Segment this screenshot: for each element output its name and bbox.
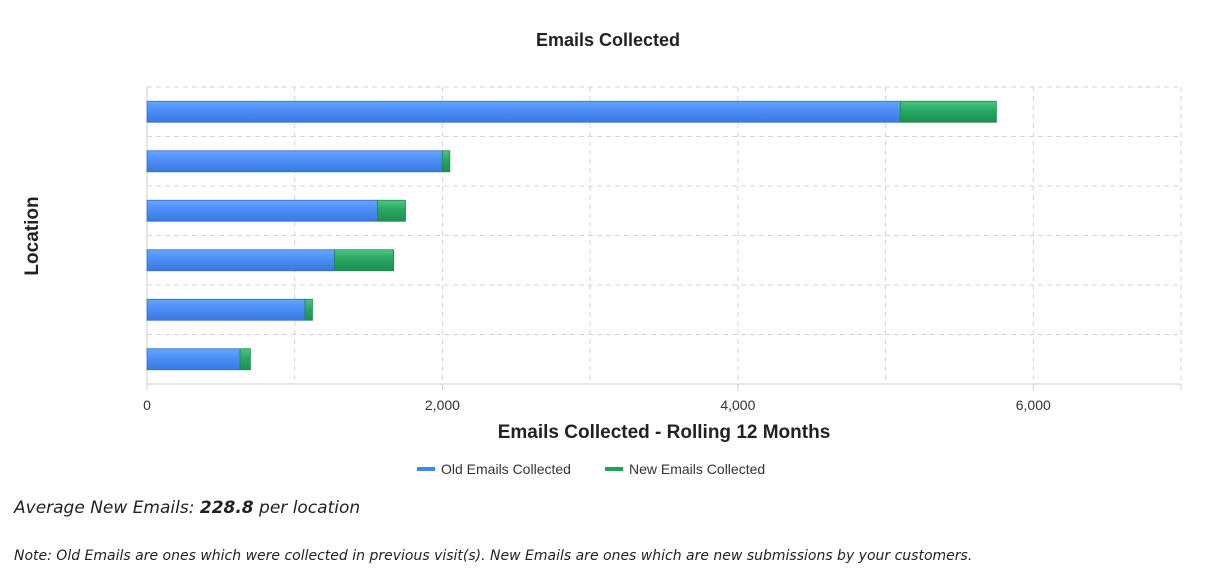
- bar-old-emails[interactable]: [146, 298, 306, 321]
- average-prefix: Average New Emails:: [14, 498, 200, 518]
- bar-old-emails[interactable]: [146, 348, 241, 371]
- x-axis-title: Emails Collected - Rolling 12 Months: [498, 422, 831, 443]
- bars: [146, 100, 997, 371]
- bar-new-emails[interactable]: [334, 249, 395, 272]
- bar-new-emails[interactable]: [442, 150, 451, 173]
- average-value: 228.8: [199, 498, 254, 518]
- bar-new-emails[interactable]: [899, 100, 997, 123]
- x-tick-label: 2,000: [425, 397, 460, 413]
- bar-old-emails[interactable]: [146, 100, 901, 123]
- x-tick-label: 0: [143, 397, 151, 413]
- legend[interactable]: Old Emails Collected New Emails Collected: [417, 461, 765, 477]
- chart: Emails Collected Location Emails Collect…: [22, 30, 1182, 477]
- chart-title: Emails Collected: [536, 30, 680, 50]
- bar-new-emails[interactable]: [377, 199, 406, 222]
- legend-label-new[interactable]: New Emails Collected: [629, 461, 765, 477]
- footnote: Note: Old Emails are ones which were col…: [14, 548, 973, 564]
- bar-old-emails[interactable]: [146, 150, 443, 173]
- x-tick-label: 4,000: [720, 397, 755, 413]
- x-axis-ticks: 0 2,000 4,000 6,000: [143, 384, 1182, 413]
- average-new-emails: Average New Emails: 228.8 per location: [14, 498, 360, 518]
- bar-new-emails[interactable]: [239, 348, 251, 371]
- legend-label-old[interactable]: Old Emails Collected: [441, 461, 571, 477]
- y-axis-title: Location: [22, 196, 43, 275]
- grid: [146, 86, 1182, 385]
- average-suffix: per location: [253, 498, 361, 518]
- bar-old-emails[interactable]: [146, 199, 378, 222]
- x-tick-label: 6,000: [1016, 397, 1051, 413]
- bar-new-emails[interactable]: [304, 298, 313, 321]
- bar-old-emails[interactable]: [146, 249, 335, 272]
